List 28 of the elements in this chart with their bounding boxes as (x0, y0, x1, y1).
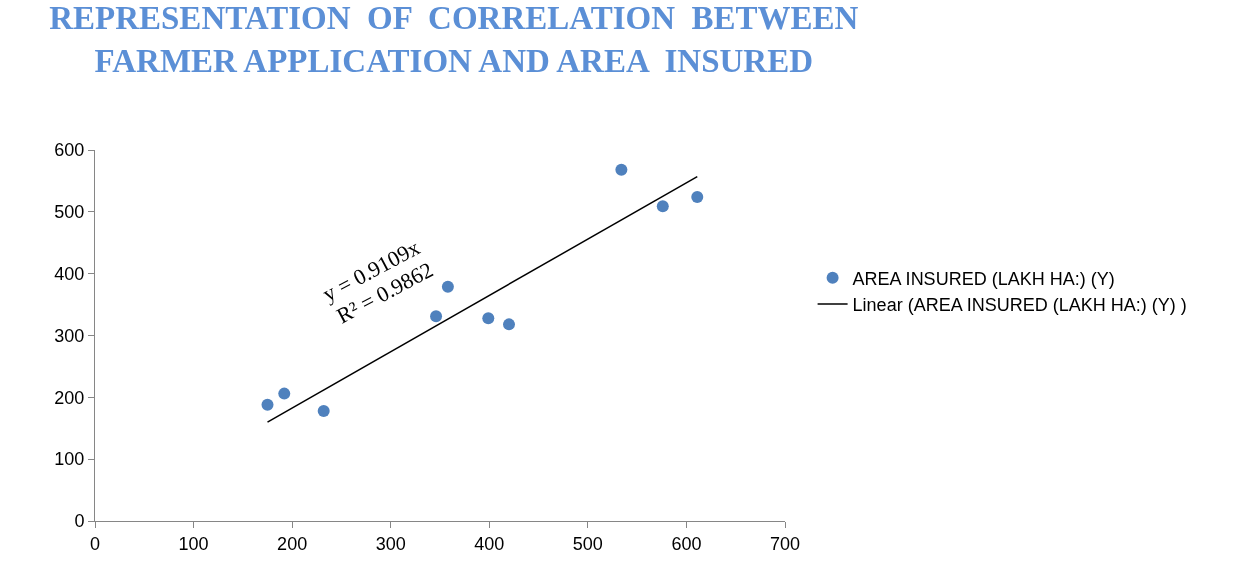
x-tick-label: 600 (671, 533, 702, 554)
y-tick-label: 600 (54, 140, 85, 161)
y-tick-label: 0 (74, 511, 85, 532)
y-tick-label: 500 (54, 202, 85, 223)
chart-title: REPRESENTATION OF CORRELATION BETWEEN FARMER APPLICATION AND AREA INSURED (49, 0, 859, 79)
x-tick-label: 0 (89, 533, 101, 554)
point (656, 200, 669, 213)
y-tick-label: 200 (54, 387, 85, 408)
legend-label: Linear (AREA INSURED (LAKH HA:) (Y) ) (852, 295, 1187, 316)
y-tick-label: 100 (54, 449, 85, 470)
point (441, 280, 454, 293)
point (317, 404, 330, 417)
x-tick-label: 700 (769, 533, 801, 554)
point (430, 310, 443, 323)
point (261, 398, 274, 411)
x-tick-label: 300 (375, 533, 406, 554)
x-tick-label: 200 (277, 533, 308, 554)
x-tick-label: 100 (178, 533, 209, 554)
point (691, 190, 704, 203)
point (503, 318, 515, 331)
legend-label: AREA INSURED (LAKH HA:) (Y) (852, 268, 1115, 289)
x-tick-label: 500 (572, 533, 603, 554)
point (278, 387, 291, 400)
y-tick-label: 300 (54, 325, 85, 346)
x-tick-label: 400 (474, 533, 505, 554)
point (482, 312, 495, 325)
y-tick-label: 400 (54, 263, 85, 284)
point (615, 163, 628, 176)
